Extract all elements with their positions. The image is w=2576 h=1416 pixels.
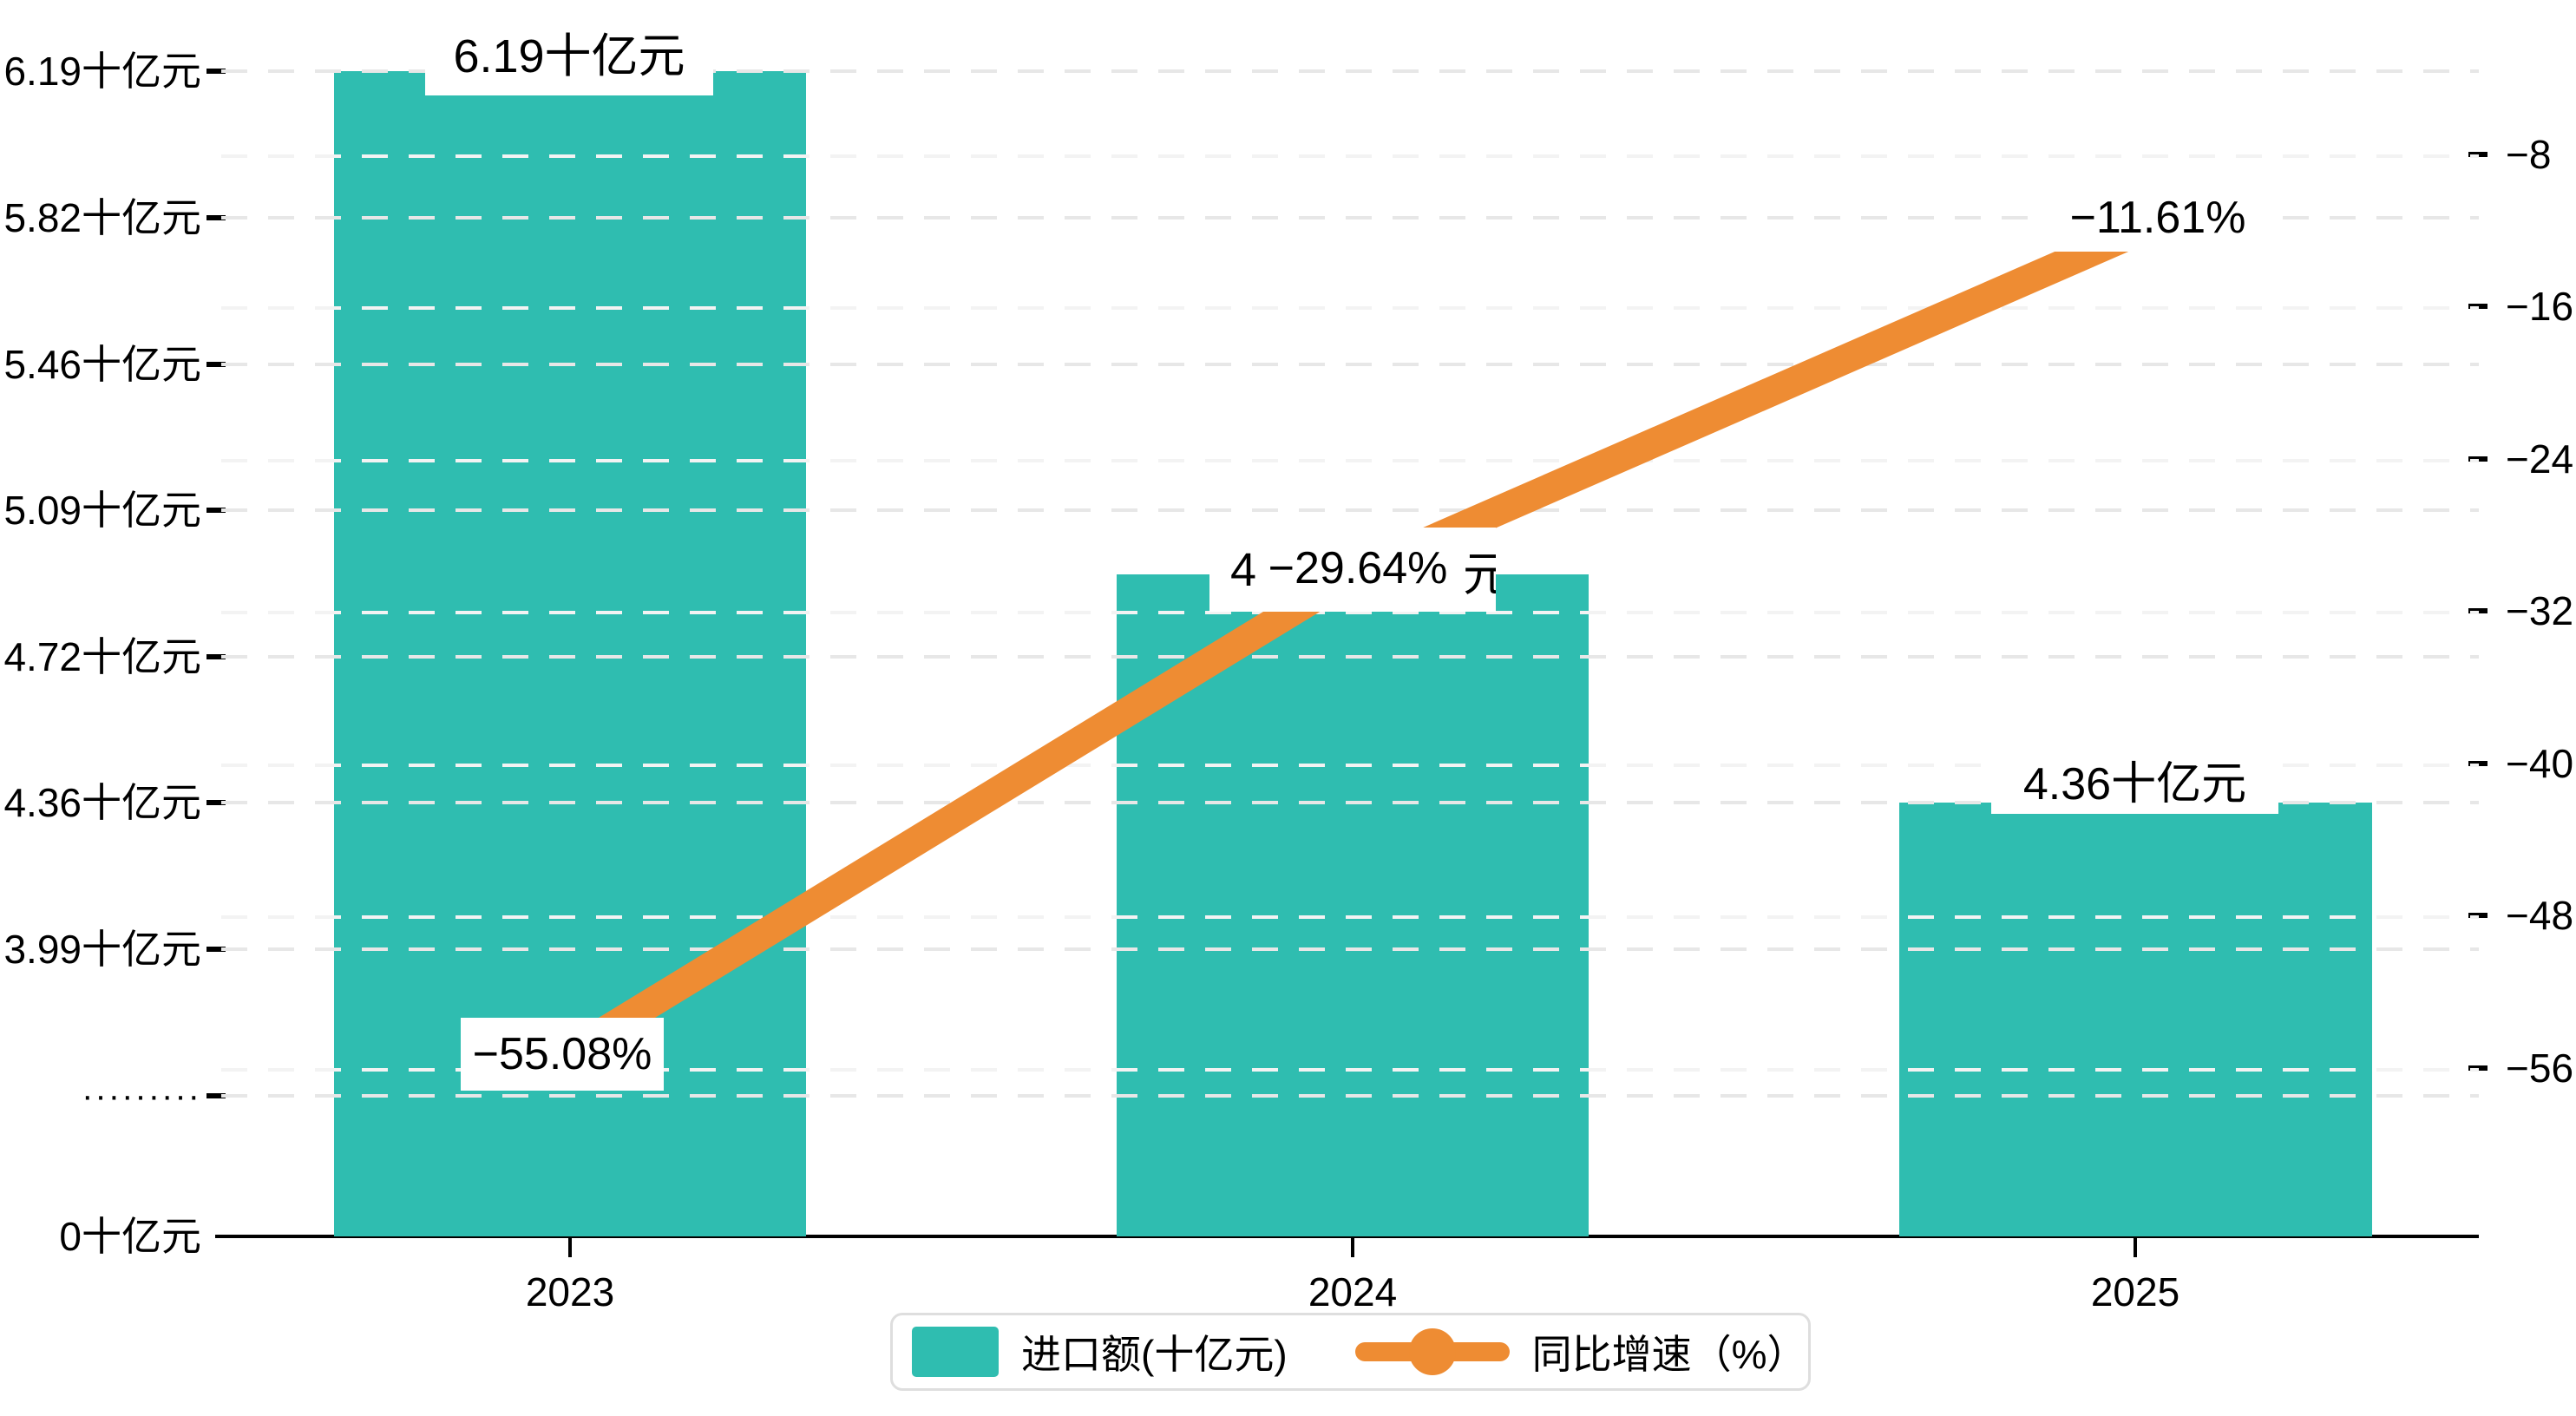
legend-item-yoy-growth[interactable]: 同比增速（%） (1354, 1323, 1807, 1380)
gridline-right-32 (221, 611, 2479, 614)
left-axis-label: 0十亿元 (59, 1214, 201, 1259)
left-axis-tick (206, 1093, 226, 1098)
left-axis-tick (206, 362, 226, 367)
left-axis-tick (206, 800, 226, 805)
right-axis-label: −56 (2506, 1046, 2574, 1091)
gridline-right-24 (221, 459, 2479, 462)
left-axis-break-label: ········· (82, 1077, 201, 1115)
bar-value-label-2023: 6.19十亿元 (425, 7, 713, 95)
x-axis-line (215, 1235, 2479, 1238)
gridline-left-break (221, 1094, 2479, 1098)
x-axis-tick (2134, 1238, 2137, 1257)
bar-value-label-2024-prefix: 4 (1230, 543, 1257, 596)
left-axis-label: 5.46十亿元 (3, 342, 201, 387)
x-axis-label-2025: 2025 (2090, 1269, 2180, 1314)
legend-line-label: 同比增速（%） (1531, 1332, 1807, 1377)
legend-bar-label: 进口额(十亿元) (1021, 1332, 1288, 1377)
gridline-right-48 (221, 915, 2479, 919)
x-axis-label-2023: 2023 (525, 1269, 615, 1314)
right-axis-label: −32 (2506, 588, 2574, 633)
left-axis-label: 4.72十亿元 (3, 634, 201, 679)
gridline-left-4-72 (221, 655, 2479, 659)
right-axis-label: −24 (2506, 436, 2574, 482)
left-axis-tick (206, 508, 226, 513)
x-axis-label-2024: 2024 (1308, 1269, 1398, 1314)
gridline-right-56 (221, 1068, 2479, 1072)
gridline-left-5-82 (221, 216, 2479, 220)
right-axis-label: −8 (2506, 132, 2552, 177)
legend-item-import-value[interactable]: 进口额(十亿元) (912, 1323, 1288, 1380)
growth-label-2023: −55.08% (461, 1018, 664, 1091)
gridline-right-40 (221, 764, 2479, 767)
gridline-right-8 (221, 154, 2479, 158)
gridline-left-5-46 (221, 363, 2479, 366)
left-axis-label: 5.09十亿元 (3, 488, 201, 533)
bar-2025[interactable] (1899, 803, 2372, 1236)
legend: 进口额(十亿元) 同比增速（%） (890, 1313, 1811, 1391)
growth-label-2025: −11.61% (2048, 184, 2267, 252)
x-axis-tick (1351, 1238, 1354, 1257)
left-axis-tick (206, 654, 226, 659)
gridline-left-3-99 (221, 947, 2479, 951)
x-axis-tick (568, 1238, 572, 1257)
right-axis-label: −48 (2506, 893, 2574, 938)
left-axis-tick (206, 69, 226, 74)
gridline-right-16 (221, 306, 2479, 310)
left-axis-label: 5.82十亿元 (3, 195, 201, 240)
bar-value-label-2025: 4.36十亿元 (1991, 744, 2278, 814)
right-axis-label: −16 (2506, 284, 2574, 329)
gridline-left-6-19 (221, 69, 2479, 73)
left-axis-tick (206, 947, 226, 952)
left-axis-tick (206, 215, 226, 220)
growth-label-2024: −29.64% (1255, 531, 1460, 606)
bar-series-swatch-icon (912, 1327, 999, 1377)
gridline-left-5-09 (221, 508, 2479, 512)
right-axis-label: −40 (2506, 741, 2574, 786)
line-series-marker-icon (1354, 1327, 1510, 1377)
left-axis-label: 4.36十亿元 (3, 780, 201, 825)
gridline-left-4-36 (221, 801, 2479, 804)
left-axis-label: 3.99十亿元 (3, 927, 201, 972)
bar-value-label-2024-suffix: 元 (1463, 548, 1496, 600)
left-axis-label: 6.19十亿元 (3, 49, 201, 94)
